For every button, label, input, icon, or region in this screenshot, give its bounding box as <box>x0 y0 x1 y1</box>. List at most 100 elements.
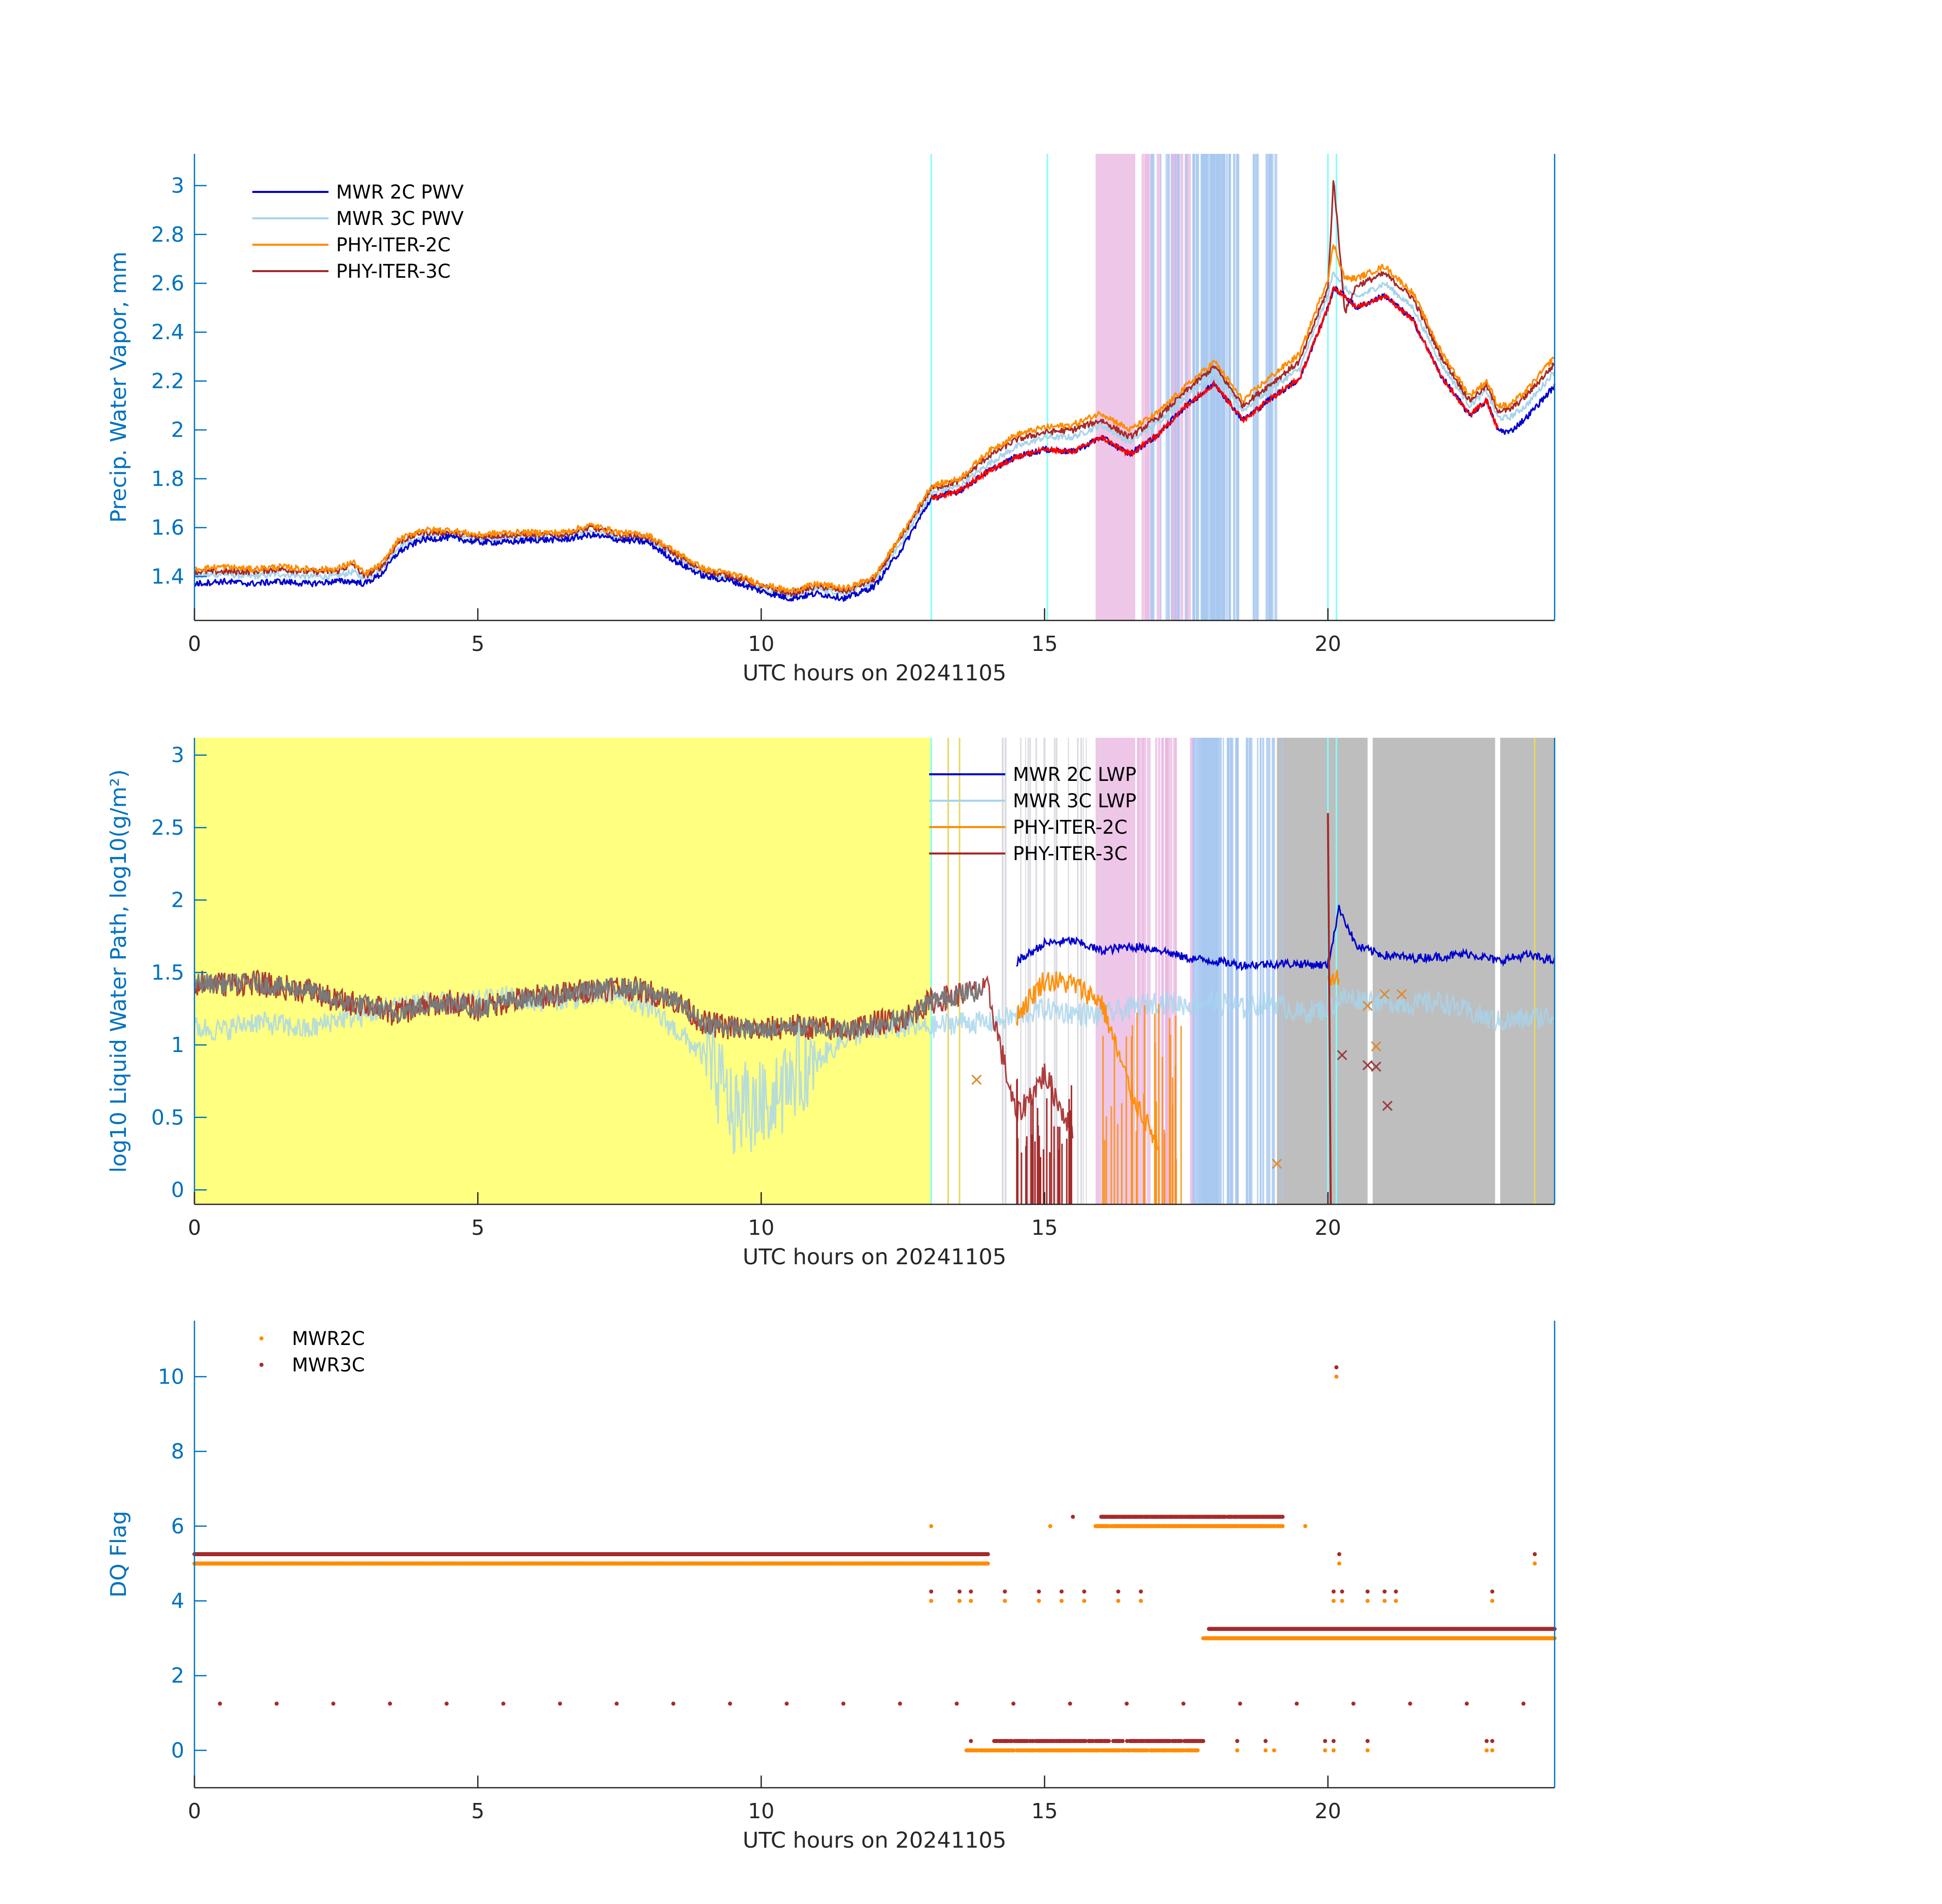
lwp-x-marker-stroke <box>1271 1159 1282 1169</box>
lwp-x-marker <box>1337 1049 1347 1061</box>
lwp-band <box>1194 738 1198 1204</box>
pwv-band <box>1253 154 1255 620</box>
lwp-band <box>1161 738 1164 1204</box>
lwp-band <box>1170 738 1172 1204</box>
dq-point <box>1272 1748 1276 1753</box>
lwp-band <box>1207 738 1211 1204</box>
pwv-band <box>1233 154 1236 620</box>
pwv-y-tick-label: 1.4 <box>151 564 184 588</box>
pwv-band <box>1222 154 1226 620</box>
lwp-x-marker-stroke <box>1337 1049 1347 1061</box>
lwp-band <box>1027 738 1029 1204</box>
lwp-series-line <box>1015 905 1556 971</box>
pwv-series-line <box>193 244 1556 594</box>
dq-point <box>1490 1599 1495 1603</box>
dq-point <box>957 1599 962 1603</box>
lwp-band <box>1082 738 1084 1204</box>
dq-point <box>1485 1748 1489 1753</box>
lwp-legend-label: MWR 3C LWP <box>1013 790 1136 812</box>
pwv-band <box>1181 154 1183 620</box>
lwp-x-marker-stroke <box>1371 1041 1381 1052</box>
lwp-band <box>1054 738 1056 1204</box>
lwp-band <box>1068 738 1069 1204</box>
pwv-pink-band <box>1095 154 1135 620</box>
pwv-y-tick-label: 2 <box>171 418 184 442</box>
lwp-band <box>1056 738 1057 1204</box>
lwp-x-tick-label: 20 <box>1314 1216 1341 1240</box>
pwv-x-tick-label: 20 <box>1314 632 1341 656</box>
pwv-legend-label: MWR 3C PWV <box>336 208 464 229</box>
lwp-band <box>1273 738 1275 1204</box>
lwp-band <box>1005 738 1007 1204</box>
lwp-band <box>1257 738 1259 1204</box>
lwp-band <box>1167 738 1171 1204</box>
pwv-band <box>1147 154 1150 620</box>
dq-point <box>1340 1599 1344 1603</box>
lwp-x-marker <box>1382 1100 1393 1111</box>
pwv-band <box>1192 154 1195 620</box>
lwp-ylabel: log10 Liquid Water Path, log10(g/m²) <box>106 769 131 1173</box>
pwv-x-tick-label: 15 <box>1031 632 1058 656</box>
lwp-x-marker <box>1379 989 1390 1000</box>
lwp-band <box>1213 738 1217 1204</box>
dq-point <box>1383 1599 1387 1603</box>
pwv-x-tick-label: 0 <box>188 632 201 656</box>
lwp-band <box>1260 738 1262 1204</box>
lwp-band <box>960 738 961 1204</box>
lwp-band <box>1250 738 1253 1204</box>
pwv-y-tick-label: 2.6 <box>151 271 184 296</box>
pwv-band <box>1212 154 1215 620</box>
lwp-band <box>1230 738 1234 1204</box>
pwv-band <box>1174 154 1176 620</box>
lwp-band <box>1002 738 1004 1204</box>
pwv-band <box>1145 154 1149 620</box>
lwp-band <box>946 738 948 1204</box>
pwv-band <box>1144 154 1146 620</box>
lwp-band <box>1020 738 1022 1204</box>
pwv-lines <box>193 180 1556 602</box>
pwv-band <box>1237 154 1239 620</box>
lwp-band <box>1147 738 1151 1204</box>
dq-point <box>1145 1748 1149 1753</box>
lwp-band <box>1085 738 1087 1204</box>
lwp-x-tick-label: 10 <box>748 1216 774 1240</box>
pwv-series-line <box>193 180 1555 597</box>
lwp-y-tick-label: 1 <box>171 1033 184 1057</box>
pwv-band <box>1202 154 1206 620</box>
dq-point <box>1280 1524 1285 1528</box>
dq-point <box>985 1561 990 1566</box>
pwv-y-tick-label: 2.2 <box>151 369 184 393</box>
pwv-band <box>1200 154 1203 620</box>
lwp-pink-band <box>1095 738 1135 1204</box>
lwp-band <box>1206 738 1208 1204</box>
pwv-band <box>1220 154 1223 620</box>
lwp-band <box>1248 738 1250 1204</box>
lwp-band <box>1175 738 1177 1204</box>
lwp-band <box>975 738 977 1204</box>
lwp-band <box>1165 738 1169 1204</box>
pwv-y-tick-label: 3 <box>171 174 184 198</box>
dq-point <box>1394 1599 1398 1603</box>
dq-point <box>1201 1739 1205 1743</box>
lwp-y-tick-label: 2.5 <box>151 815 184 840</box>
lwp-band <box>1223 738 1224 1204</box>
pwv-ylabel: Precip. Water Vapor, mm <box>106 251 131 522</box>
dq-point <box>929 1599 934 1603</box>
pwv-y-tick-label: 1.6 <box>151 515 184 540</box>
lwp-band <box>1199 738 1202 1204</box>
dq-point <box>1337 1561 1341 1566</box>
dq-point <box>929 1524 934 1528</box>
lwp-band <box>1209 738 1212 1204</box>
dq-points <box>192 1365 1557 1753</box>
pwv-band <box>1141 154 1144 620</box>
lwp-x-marker <box>1371 1061 1381 1072</box>
lwp-band <box>1227 738 1229 1204</box>
pwv-legend-label: PHY-ITER-2C <box>336 234 451 256</box>
lwp-band <box>1217 738 1220 1204</box>
dq-point <box>1490 1748 1495 1753</box>
lwp-x-marker-stroke <box>1379 989 1390 1000</box>
lwp-band <box>980 738 983 1204</box>
